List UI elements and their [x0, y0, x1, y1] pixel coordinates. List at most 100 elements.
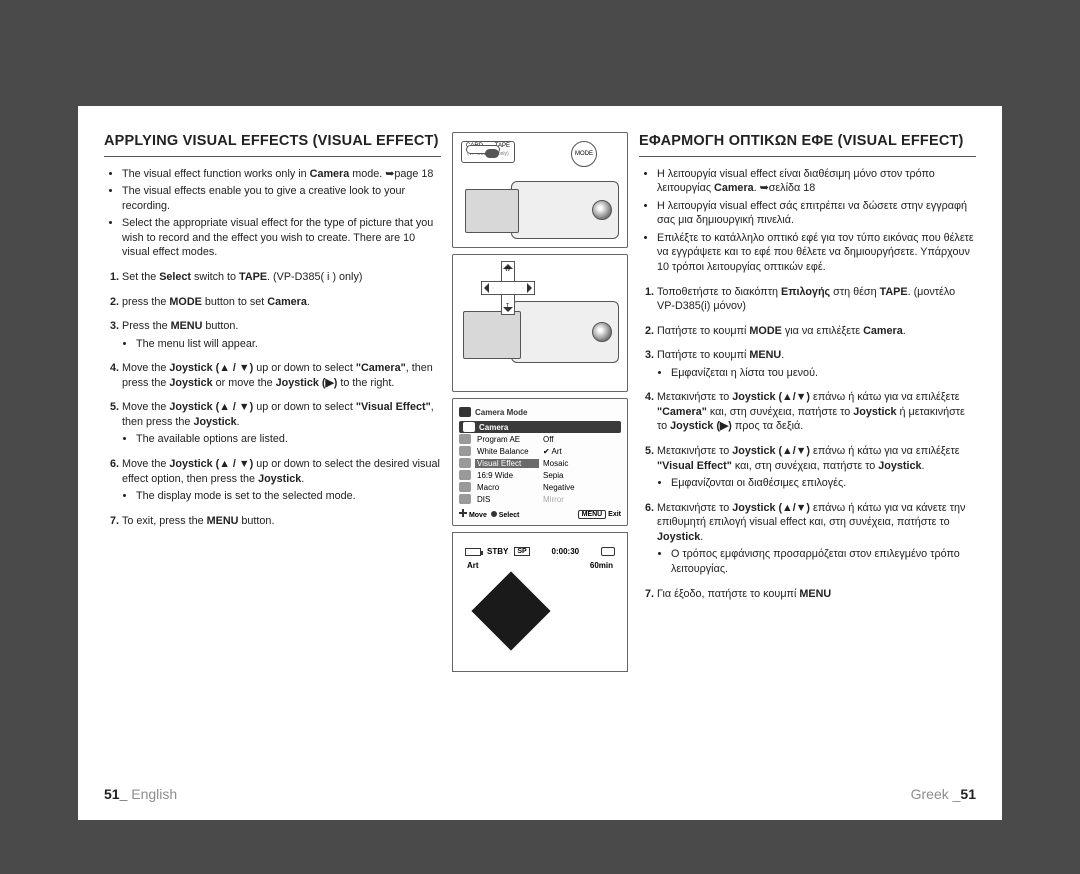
osd-menu-row: Program AEOff	[459, 433, 621, 445]
osd-row-value: Mosaic	[539, 459, 621, 468]
osd-row-label: DIS	[475, 495, 539, 504]
footer-left: 51_ English	[104, 786, 177, 802]
lang-left: English	[131, 786, 177, 802]
illus-osd-recording: STBY SP 0:00:30 60min Art	[452, 532, 628, 672]
step-item: Move the Joystick (▲ / ▼) up or down to …	[122, 457, 441, 504]
step-item: Πατήστε το κουμπί MODE για να επιλέξετε …	[657, 324, 976, 339]
page-number-right: 51	[960, 786, 976, 802]
step-subitem: Ο τρόπος εμφάνισης προσαρμόζεται στον επ…	[671, 547, 976, 576]
osd-select: Select	[499, 512, 520, 519]
step-text: Για έξοδο, πατήστε το κουμπί MENU	[657, 588, 831, 600]
osd-menu-row: White Balance✔ Art	[459, 445, 621, 457]
step-text: press the MODE button to set Camera.	[122, 296, 310, 308]
step-subitem: Εμφανίζονται οι διαθέσιμες επιλογές.	[671, 476, 976, 491]
osd-row-icon	[459, 434, 471, 444]
osd-row-value: ✔ Art	[539, 447, 621, 456]
mode-label: MODE	[575, 151, 593, 157]
osd-row-icon	[459, 458, 471, 468]
step-text: Move the Joystick (▲ / ▼) up or down to …	[122, 362, 433, 389]
step-text: Press the MENU button.	[122, 320, 238, 332]
bullet-item: The visual effects enable you to give a …	[122, 184, 441, 213]
joystick-icon: W T	[481, 261, 535, 315]
select-dot-icon	[491, 511, 497, 517]
lang-right: Greek	[911, 786, 949, 802]
osd-row-value: Negative	[539, 483, 621, 492]
osd-row-label: White Balance	[475, 447, 539, 456]
camcorder-lcd-icon	[463, 311, 521, 359]
step-item: Πατήστε το κουμπί MENU.Εμφανίζεται η λίσ…	[657, 348, 976, 380]
intro-bullets-en: The visual effect function works only in…	[104, 167, 441, 260]
heading-el: ΕΦΑΡΜΟΓΗ ΟΠΤΙΚΩΝ ΕΦΕ (VISUAL EFFECT)	[639, 132, 976, 157]
rec-sp: SP	[514, 547, 529, 556]
art-effect-preview-icon	[471, 571, 550, 650]
illus-camcorder-top: CARD TAPE (VP-D385( i ) only) MODE	[452, 132, 628, 248]
menu-badge: MENU	[578, 510, 607, 519]
card-tape-switch: CARD TAPE (VP-D385( i ) only)	[461, 141, 515, 163]
steps-en: Set the Select switch to TAPE. (VP-D385(…	[104, 270, 441, 528]
mode-button-icon: MODE	[571, 141, 597, 167]
osd-menu-row: Visual EffectMosaic	[459, 457, 621, 469]
rec-mode-label: Art	[467, 561, 479, 570]
osd-header: Camera Mode	[459, 405, 621, 419]
camcorder-body	[511, 181, 619, 239]
step-item: Press the MENU button. The menu list will…	[122, 319, 441, 351]
step-item: To exit, press the MENU button.	[122, 514, 441, 529]
joystick-mini-icon	[459, 509, 467, 517]
steps-el: Τοποθετήστε το διακόπτη Επιλογής στη θέσ…	[639, 285, 976, 602]
step-sublist: Ο τρόπος εμφάνισης προσαρμόζεται στον επ…	[657, 547, 976, 576]
rec-remain: 60min	[590, 561, 613, 570]
step-text: To exit, press the MENU button.	[122, 515, 274, 527]
step-item: Μετακινήστε το Joystick (▲/▼) επάνω ή κά…	[657, 444, 976, 491]
osd-menu-list: Camera Program AEOffWhite Balance✔ ArtVi…	[459, 421, 621, 505]
step-item: Move the Joystick (▲ / ▼) up or down to …	[122, 361, 441, 390]
step-item: Για έξοδο, πατήστε το κουμπί MENU	[657, 587, 976, 602]
osd-row-icon	[459, 482, 471, 492]
column-illustrations: CARD TAPE (VP-D385( i ) only) MODE	[447, 132, 633, 808]
page-number-left: 51	[104, 786, 120, 802]
footer-right: Greek _51	[911, 786, 976, 802]
manual-page: APPLYING VISUAL EFFECTS (VISUAL EFFECT) …	[78, 106, 1002, 820]
osd-category: Camera	[459, 421, 621, 433]
step-text: Τοποθετήστε το διακόπτη Επιλογής στη θέσ…	[657, 286, 955, 313]
intro-bullets-el: Η λειτουργία visual effect είναι διαθέσι…	[639, 167, 976, 275]
rec-top-bar: STBY SP 0:00:30	[465, 547, 615, 556]
osd-menu-row: MacroNegative	[459, 481, 621, 493]
illus-camcorder-joystick: W T	[452, 254, 628, 392]
bullet-item: Select the appropriate visual effect for…	[122, 216, 441, 260]
rec-stby: STBY	[487, 547, 508, 556]
osd-move: Move	[469, 512, 487, 519]
step-sublist: The menu list will appear.	[122, 337, 441, 352]
category-icon	[463, 422, 475, 432]
osd-row-label: Macro	[475, 483, 539, 492]
illus-osd-menu: Camera Mode Camera Program AEOffWhite Ba…	[452, 398, 628, 526]
osd-title: Camera Mode	[475, 408, 527, 417]
osd-row-label: Visual Effect	[475, 459, 539, 468]
columns: APPLYING VISUAL EFFECTS (VISUAL EFFECT) …	[104, 132, 976, 808]
step-text: Move the Joystick (▲ / ▼) up or down to …	[122, 401, 434, 428]
step-sublist: Εμφανίζεται η λίστα του μενού.	[657, 366, 976, 381]
step-text: Set the Select switch to TAPE. (VP-D385(…	[122, 271, 362, 283]
camcorder-lens-icon	[592, 200, 612, 220]
cassette-icon	[601, 547, 615, 556]
osd-footer: Move Select MENU Exit	[459, 509, 621, 519]
step-text: Μετακινήστε το Joystick (▲/▼) επάνω ή κά…	[657, 502, 965, 543]
osd-menu-row: DISMirror	[459, 493, 621, 505]
camera-icon	[459, 407, 471, 417]
step-item: Set the Select switch to TAPE. (VP-D385(…	[122, 270, 441, 285]
step-text: Move the Joystick (▲ / ▼) up or down to …	[122, 458, 440, 485]
bullet-item: The visual effect function works only in…	[122, 167, 441, 182]
step-subitem: The menu list will appear.	[136, 337, 441, 352]
osd-row-label: Program AE	[475, 435, 539, 444]
battery-icon	[465, 548, 481, 556]
column-english: APPLYING VISUAL EFFECTS (VISUAL EFFECT) …	[104, 132, 441, 808]
rec-time: 0:00:30	[552, 547, 580, 556]
camcorder-lcd-icon	[465, 189, 519, 233]
bullet-item: Η λειτουργία visual effect σάς επιτρέπει…	[657, 199, 976, 228]
osd-row-icon	[459, 470, 471, 480]
joy-label-w: W	[505, 267, 510, 273]
heading-en: APPLYING VISUAL EFFECTS (VISUAL EFFECT)	[104, 132, 441, 157]
bullet-item: Επιλέξτε το κατάλληλο οπτικό εφέ για τον…	[657, 231, 976, 275]
osd-row-icon	[459, 446, 471, 456]
step-item: Move the Joystick (▲ / ▼) up or down to …	[122, 400, 441, 447]
osd-row-value: Sepia	[539, 471, 621, 480]
